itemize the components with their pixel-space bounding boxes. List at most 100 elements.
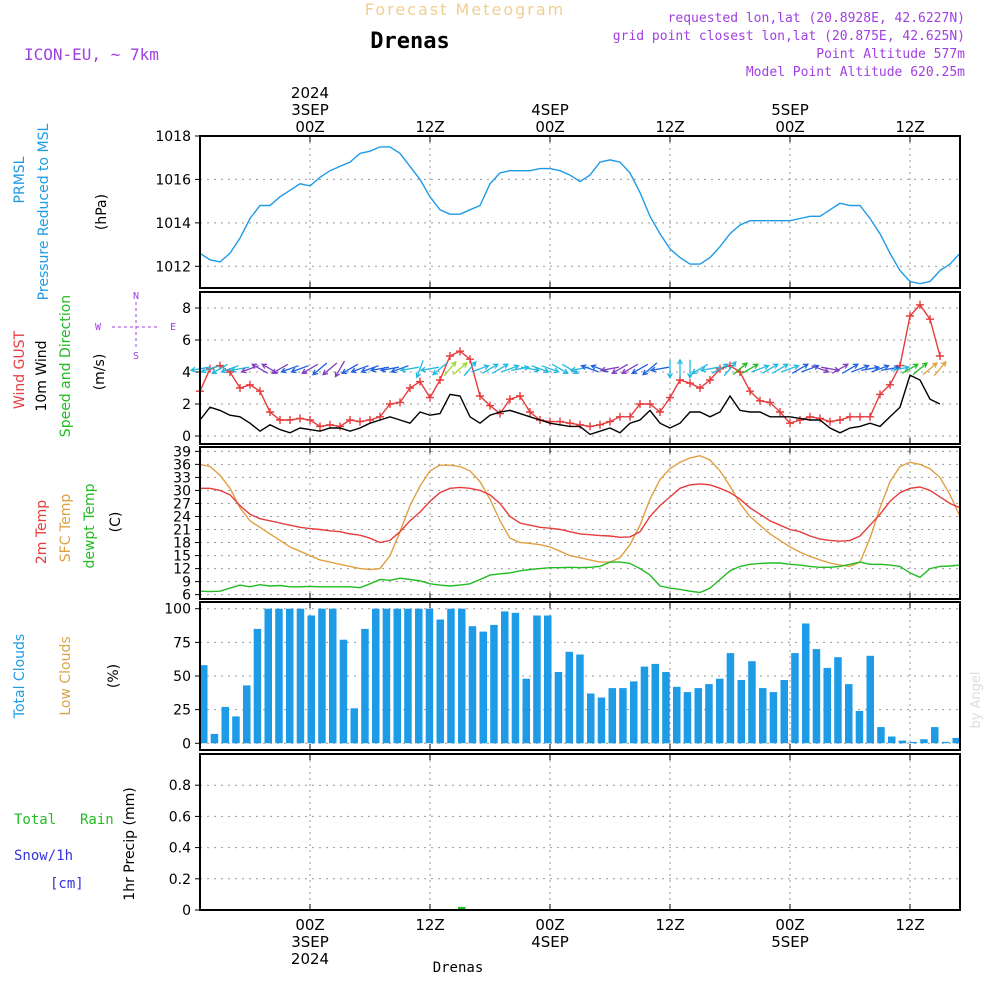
gust-marker xyxy=(776,408,784,416)
total-cloud-bar xyxy=(920,739,928,744)
total-cloud-bar xyxy=(683,692,692,744)
gust-marker xyxy=(316,422,324,431)
temp-ytick-label: 15 xyxy=(173,549,191,565)
total-cloud-bar xyxy=(253,628,262,744)
total-cloud-bar xyxy=(759,688,767,744)
gust-marker xyxy=(796,416,804,424)
total-cloud-bar xyxy=(522,678,530,744)
wind-direction-arrow xyxy=(452,362,468,376)
wind-direction-arrow xyxy=(732,362,748,376)
time-label-bottom: 2024 xyxy=(291,950,329,968)
wind-direction-arrow xyxy=(649,366,670,373)
gust-marker xyxy=(486,401,494,410)
pressure-unit: (hPa) xyxy=(94,194,110,230)
total-cloud-bar xyxy=(651,663,659,744)
time-label-bottom: 00Z xyxy=(535,916,564,934)
precip-ytick-label: 0.6 xyxy=(169,809,191,825)
total-cloud-bar xyxy=(307,615,315,744)
total-cloud-bar xyxy=(898,740,907,744)
total-cloud-bar xyxy=(565,651,573,744)
compass-w: W xyxy=(95,322,102,333)
time-label-bottom: 00Z xyxy=(295,916,324,934)
temp-2m-label: 2m Temp xyxy=(34,500,50,564)
gust-marker xyxy=(786,419,794,428)
wind-direction-arrow xyxy=(280,365,299,374)
wind-direction-arrow xyxy=(912,362,928,376)
total-cloud-bar xyxy=(533,615,541,744)
wind-direction-arrow xyxy=(590,364,609,373)
wind-direction-arrow xyxy=(360,365,379,374)
wind-direction-arrow xyxy=(871,364,890,373)
gridpoint-coords: grid point closest lon,lat (20.875E, 42.… xyxy=(613,29,965,44)
gust-marker xyxy=(266,408,274,416)
total-cloud-bar xyxy=(931,727,939,744)
total-cloud-bar xyxy=(780,680,788,744)
gust-marker xyxy=(246,380,254,389)
total-cloud-bar xyxy=(511,612,520,744)
wind-direction-arrow xyxy=(443,360,457,377)
time-label-top: 5SEP xyxy=(771,101,809,119)
time-label-top: 12Z xyxy=(655,118,684,136)
wind-direction-arrow xyxy=(322,362,338,376)
gust-marker xyxy=(356,417,364,426)
total-cloud-bar xyxy=(372,608,380,744)
total-cloud-bar xyxy=(834,657,842,744)
total-cloud-bar xyxy=(705,684,713,744)
precip-ytick-label: 0 xyxy=(182,903,191,919)
clouds-low-label: Low Clouds xyxy=(58,636,74,715)
wind-direction-arrow xyxy=(901,363,919,374)
gust-marker xyxy=(396,398,404,407)
total-cloud-bar xyxy=(468,626,477,744)
gust-marker xyxy=(636,400,644,408)
wind-direction-arrow xyxy=(611,363,629,374)
total-cloud-bar xyxy=(726,653,735,744)
total-cloud-bar xyxy=(339,639,348,744)
gust-marker xyxy=(826,417,834,426)
footer-station: Drenas xyxy=(433,960,484,976)
total-cloud-bar xyxy=(630,681,638,744)
total-cloud-bar xyxy=(640,666,649,744)
wind-direction-arrow xyxy=(860,364,881,372)
gust-marker xyxy=(256,387,264,396)
precip-ytick-label: 0.4 xyxy=(169,841,191,857)
wind-direction-arrow xyxy=(481,363,499,374)
total-cloud-bar xyxy=(200,665,208,744)
pressure-ytick-label: 1016 xyxy=(155,172,191,188)
wind-direction-arrow xyxy=(723,360,737,377)
time-label-bottom: 5SEP xyxy=(771,933,809,951)
time-label-top: 12Z xyxy=(415,118,444,136)
chart-title: Drenas xyxy=(370,29,449,54)
wind-direction-arrow xyxy=(211,363,229,374)
total-cloud-bar xyxy=(855,711,864,744)
wind-direction-arrow xyxy=(432,362,448,376)
gust-marker xyxy=(236,384,244,392)
total-cloud-bar xyxy=(791,653,799,744)
total-cloud-bar xyxy=(587,693,595,744)
wind-direction-arrow xyxy=(699,366,720,373)
time-label-top: 00Z xyxy=(295,118,324,136)
total-cloud-bar xyxy=(361,628,369,744)
panel-labels: PRMSL Pressure Reduced to MSL (hPa) Wind… xyxy=(12,123,176,900)
total-cloud-bar xyxy=(404,608,412,744)
total-cloud-bar xyxy=(812,649,821,744)
gust-marker xyxy=(346,416,354,424)
temp-ytick-label: 27 xyxy=(173,496,191,512)
wind-ytick-label: 4 xyxy=(182,365,191,381)
precip-ytick-label: 0.2 xyxy=(169,872,191,888)
total-cloud-bar xyxy=(554,672,563,744)
temp-ytick-label: 33 xyxy=(173,470,191,486)
wind-direction-arrow xyxy=(761,363,779,374)
wind-direction-arrow xyxy=(687,359,693,380)
gust-marker xyxy=(886,380,894,389)
gust-marker xyxy=(516,392,524,400)
point-altitude: Point Altitude 577m xyxy=(816,47,965,62)
model-label: ICON-EU, ~ 7km xyxy=(24,45,159,64)
gust-marker xyxy=(286,416,294,424)
wind-direction-arrow xyxy=(419,366,440,373)
wind-10m-label: 10m Wind xyxy=(34,340,50,411)
clouds-ytick-label: 100 xyxy=(164,602,191,618)
total-cloud-bar xyxy=(748,661,756,744)
compass-e: E xyxy=(170,322,176,333)
precip-ytick-label: 0.8 xyxy=(169,778,191,794)
gust-marker xyxy=(416,377,424,386)
